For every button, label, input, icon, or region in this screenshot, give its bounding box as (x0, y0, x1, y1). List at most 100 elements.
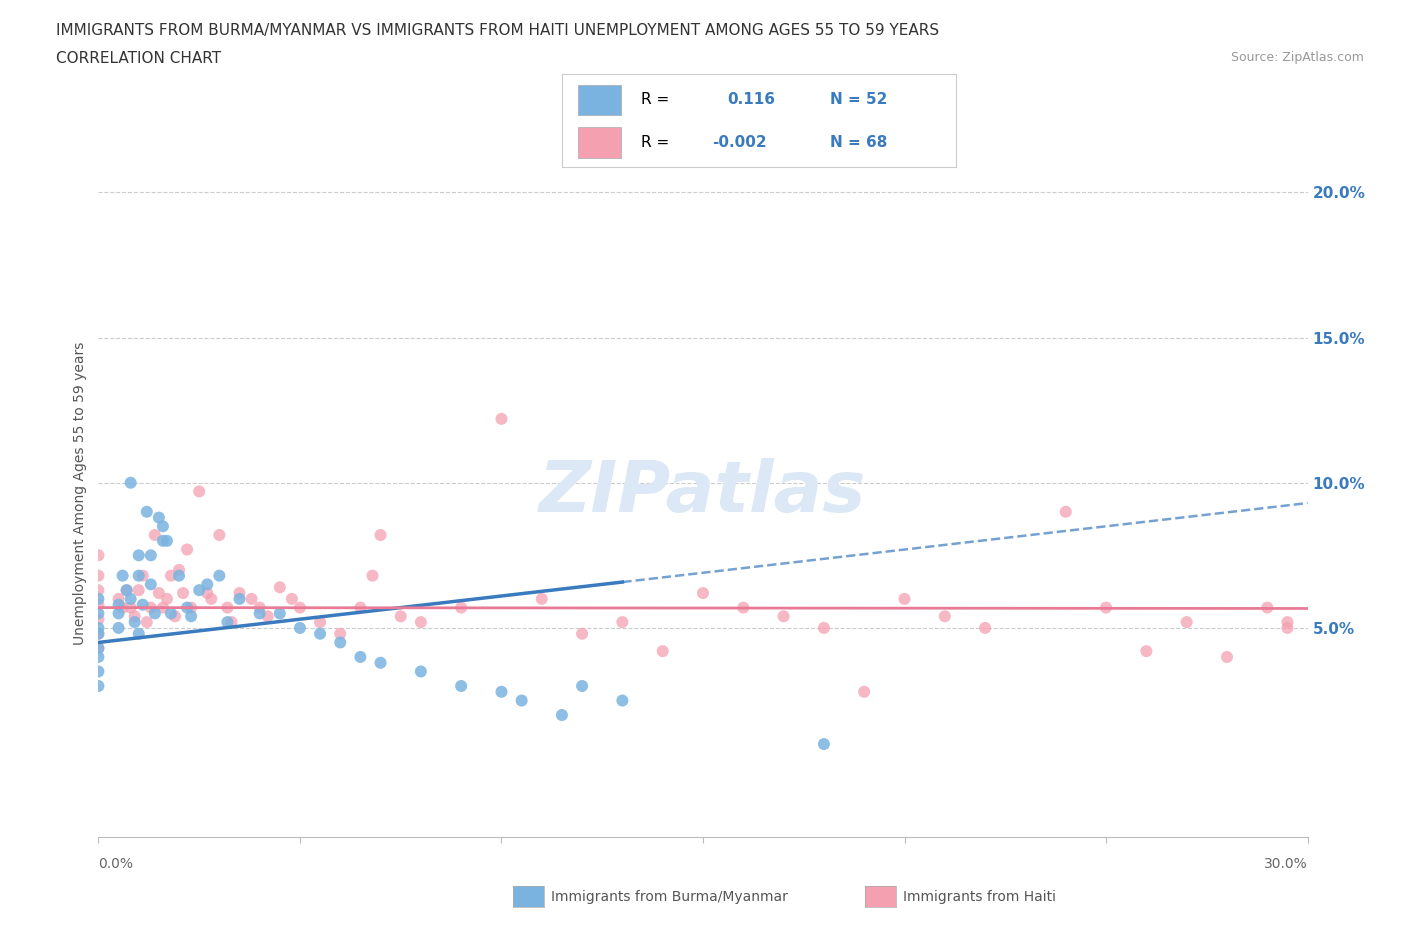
Point (450, 600, 472, 615)
Point (167, 563, 190, 578)
Point (107, 591, 129, 606)
Point (167, 568, 190, 583)
Text: Source: ZipAtlas.com: Source: ZipAtlas.com (1230, 51, 1364, 64)
Point (107, 597, 129, 612)
Point (571, 679, 593, 694)
Point (853, 684, 876, 699)
Point (107, 606, 129, 621)
Point (148, 586, 170, 601)
Point (288, 600, 311, 615)
Point (87, 641, 110, 656)
Point (1277, 615, 1299, 630)
Point (221, 615, 243, 630)
Point (180, 600, 202, 615)
Point (128, 568, 150, 583)
Point (87, 620, 110, 635)
Point (329, 635, 352, 650)
Point (612, 615, 634, 630)
Point (120, 600, 142, 615)
Point (249, 600, 271, 615)
Point (87, 679, 110, 694)
Point (128, 583, 150, 598)
Point (228, 586, 250, 601)
Point (163, 609, 186, 624)
Point (87, 548, 110, 563)
Point (370, 527, 392, 542)
Point (132, 568, 155, 583)
Point (1175, 615, 1198, 630)
Text: R =: R = (641, 92, 669, 107)
Point (1277, 620, 1299, 635)
Point (208, 527, 231, 542)
Point (152, 519, 174, 534)
Point (551, 708, 574, 723)
Point (309, 626, 332, 641)
Point (128, 626, 150, 641)
Point (111, 568, 134, 583)
Point (87, 583, 110, 598)
Point (156, 591, 179, 606)
Point (172, 586, 194, 601)
Y-axis label: Unemployment Among Ages 55 to 59 years: Unemployment Among Ages 55 to 59 years (73, 341, 87, 644)
Point (288, 620, 311, 635)
Point (772, 609, 794, 624)
Point (329, 626, 352, 641)
Point (733, 600, 755, 615)
Text: Immigrants from Haiti: Immigrants from Haiti (903, 889, 1056, 904)
Point (510, 693, 533, 708)
Point (240, 591, 263, 606)
Point (156, 534, 179, 549)
Point (491, 411, 513, 426)
Text: 30.0%: 30.0% (1264, 857, 1308, 871)
Point (160, 606, 183, 621)
Point (200, 591, 222, 606)
Point (217, 600, 239, 615)
Text: 0.0%: 0.0% (98, 857, 134, 871)
Point (124, 609, 146, 624)
Point (111, 600, 134, 615)
Point (107, 620, 129, 635)
Point (208, 568, 231, 583)
Point (217, 615, 239, 630)
Point (1135, 644, 1157, 658)
Point (256, 609, 278, 624)
Point (143, 606, 166, 621)
Point (195, 577, 218, 591)
Point (195, 586, 218, 601)
Point (148, 511, 170, 525)
Point (124, 615, 146, 630)
Text: Immigrants from Burma/Myanmar: Immigrants from Burma/Myanmar (551, 889, 787, 904)
Point (389, 609, 412, 624)
Point (87, 664, 110, 679)
Point (188, 484, 211, 498)
Point (349, 649, 371, 664)
Point (135, 615, 157, 630)
Point (87, 649, 110, 664)
Point (115, 583, 138, 598)
Point (974, 620, 997, 635)
Point (180, 609, 202, 624)
Text: CORRELATION CHART: CORRELATION CHART (56, 51, 221, 66)
Point (143, 527, 166, 542)
Point (612, 693, 634, 708)
Point (228, 591, 250, 606)
Point (361, 568, 384, 583)
Point (139, 577, 162, 591)
Point (87, 641, 110, 656)
Point (1095, 600, 1118, 615)
Text: N = 68: N = 68 (830, 135, 887, 150)
Point (530, 591, 553, 606)
FancyBboxPatch shape (578, 85, 621, 115)
Point (1256, 600, 1278, 615)
Point (934, 609, 956, 624)
Point (249, 606, 271, 621)
Point (269, 579, 291, 594)
Point (87, 606, 110, 621)
Point (87, 626, 110, 641)
Text: 0.116: 0.116 (728, 92, 776, 107)
Point (692, 586, 714, 601)
Point (87, 591, 110, 606)
Point (813, 737, 835, 751)
Text: -0.002: -0.002 (711, 135, 766, 150)
Point (188, 583, 211, 598)
